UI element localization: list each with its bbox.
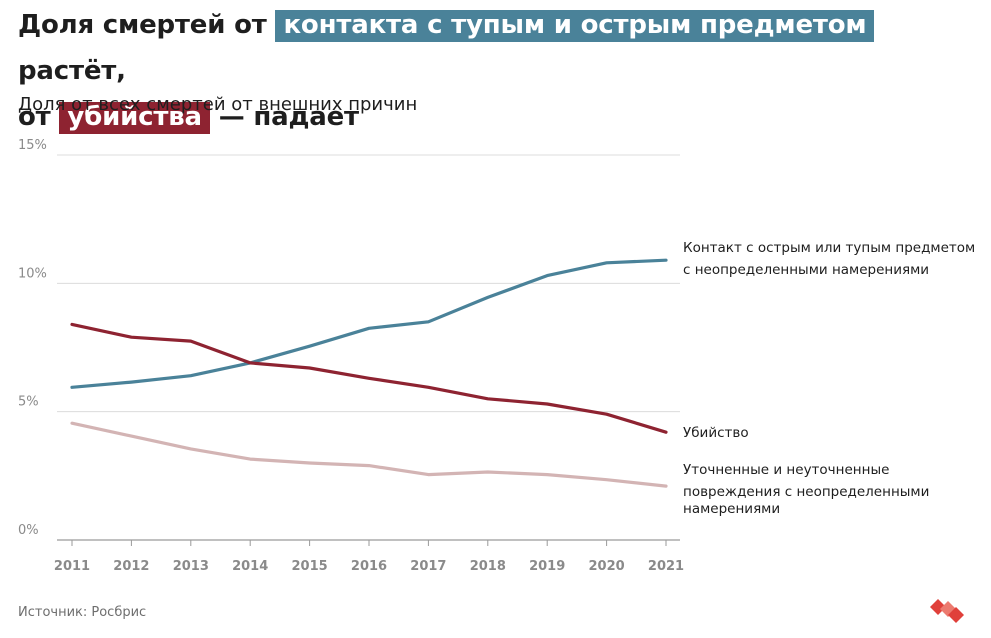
title-part-1: Доля смертей от xyxy=(18,10,267,40)
x-tick-label: 2020 xyxy=(589,559,625,574)
y-tick-label: 15% xyxy=(18,138,47,153)
title-part-4: — падает xyxy=(218,102,359,132)
series-label-3: намерениями xyxy=(683,501,780,517)
title-highlight-contact: контакта с тупым и острым предметом xyxy=(275,10,875,42)
x-tick-label: 2018 xyxy=(470,559,506,574)
brand-logo-icon xyxy=(928,597,968,629)
series-line-2 xyxy=(70,322,668,434)
y-tick-label: 0% xyxy=(18,523,39,538)
chart-subtitle: Доля от всех смертей от внешних причин xyxy=(18,94,418,115)
title-part-2: растёт, xyxy=(18,56,126,86)
y-tick-label: 10% xyxy=(18,266,47,281)
x-tick-label: 2017 xyxy=(410,559,446,574)
x-tick-label: 2019 xyxy=(529,559,565,574)
series-label-3: повреждения с неопределенными xyxy=(683,484,929,500)
x-tick-label: 2011 xyxy=(54,559,90,574)
x-tick-label: 2012 xyxy=(113,559,149,574)
series-label-3: Уточненные и неуточненные xyxy=(683,462,889,478)
chart-title: Доля смертей от контакта с тупым и остры… xyxy=(18,2,978,140)
title-highlight-murder: убийства xyxy=(59,102,210,134)
series-label-2: Убийство xyxy=(683,425,749,441)
x-tick-label: 2021 xyxy=(648,559,684,574)
x-tick-label: 2016 xyxy=(351,559,387,574)
source-note: Источник: Росбрис xyxy=(18,605,147,620)
title-part-3: от xyxy=(18,102,51,132)
series-line-3 xyxy=(70,421,668,488)
x-tick-label: 2015 xyxy=(292,559,328,574)
series-line-1 xyxy=(70,258,668,389)
series-label-1: Контакт с острым или тупым предметом xyxy=(683,240,975,256)
x-tick-label: 2014 xyxy=(232,559,268,574)
x-tick-label: 2013 xyxy=(173,559,209,574)
y-tick-label: 5% xyxy=(18,395,39,410)
series-label-1: с неопределенными намерениями xyxy=(683,262,929,278)
